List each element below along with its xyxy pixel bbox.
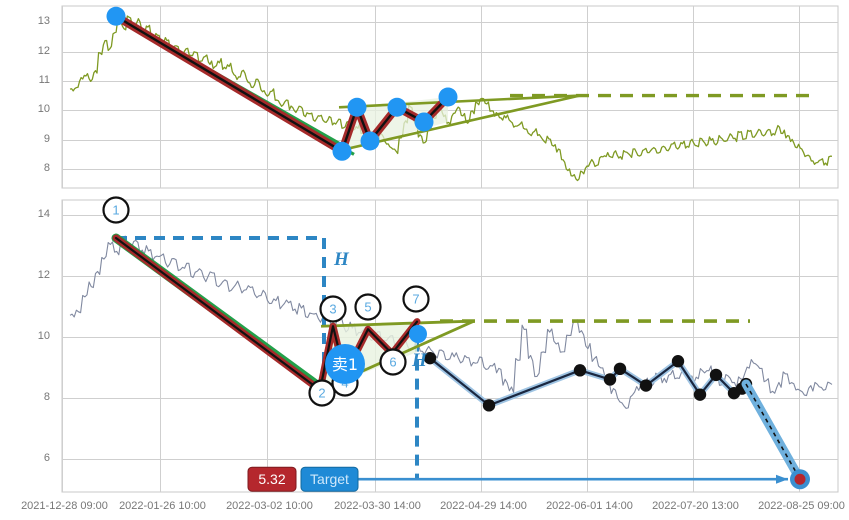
y-axis-tick: 12 xyxy=(37,268,50,281)
annotation-circle-2[interactable] xyxy=(308,379,336,407)
target-badge-label: Target xyxy=(310,471,349,487)
zigzag-marker-upper[interactable] xyxy=(106,6,126,26)
h-measure-label: H xyxy=(411,350,428,371)
annotation-circle-label: 3 xyxy=(329,302,336,317)
x-axis-tick: 2022-06-01 14:00 xyxy=(546,500,633,512)
target-badge[interactable] xyxy=(300,466,359,492)
pattern-breakout-marker[interactable] xyxy=(409,325,427,343)
y-axis-tick: 12 xyxy=(37,44,50,57)
zigzag-marker-upper[interactable] xyxy=(360,131,380,151)
projection-dashed-core xyxy=(745,383,801,480)
swing-dot[interactable] xyxy=(613,362,627,376)
target-marker-inner xyxy=(794,473,806,485)
x-axis-tick: 2022-08-25 09:00 xyxy=(758,500,845,512)
zigzag-marker-upper[interactable] xyxy=(414,112,434,132)
annotation-circle-label: 1 xyxy=(112,203,119,218)
zigzag-marker-upper[interactable] xyxy=(387,97,407,117)
zigzag-marker-upper[interactable] xyxy=(332,141,352,161)
annotation-circle-label: 5 xyxy=(364,300,371,315)
panel-frame xyxy=(61,199,839,493)
y-axis-tick: 8 xyxy=(43,161,50,174)
swing-dot[interactable] xyxy=(671,355,685,368)
annotation-circle-5[interactable] xyxy=(354,293,382,321)
sell-signal-marker[interactable] xyxy=(325,344,365,384)
x-axis-tick: 2022-01-26 10:00 xyxy=(119,500,206,512)
swing-dot[interactable] xyxy=(639,379,653,392)
x-axis-tick: 2022-03-02 10:00 xyxy=(226,500,313,512)
annotation-circle-label: 7 xyxy=(412,292,419,307)
swing-dot[interactable] xyxy=(693,388,707,401)
swing-dot[interactable] xyxy=(603,373,617,386)
swing-dot[interactable] xyxy=(573,364,587,377)
h-measure-label: H xyxy=(333,249,350,270)
y-axis-tick: 10 xyxy=(37,329,50,342)
swing-dot[interactable] xyxy=(709,368,723,382)
price-badge[interactable] xyxy=(247,466,297,492)
x-axis-tick: 2022-03-30 14:00 xyxy=(334,500,421,512)
wedge-upper-line xyxy=(338,94,581,109)
annotation-circle-3[interactable] xyxy=(319,295,347,323)
price-line-lower xyxy=(69,235,833,409)
swing-dot[interactable] xyxy=(482,399,496,412)
sell-signal-label: 卖1 xyxy=(332,355,358,374)
zigzag-marker-upper[interactable] xyxy=(347,97,367,117)
swing-dot[interactable] xyxy=(423,351,437,365)
annotation-circle-label: 2 xyxy=(318,386,325,401)
x-axis-tick: 2022-04-29 14:00 xyxy=(440,500,527,512)
annotation-circle-label: 6 xyxy=(389,355,396,370)
target-arrow-head xyxy=(776,474,788,484)
y-axis-tick: 8 xyxy=(43,390,50,403)
price-badge-label: 5.32 xyxy=(258,471,285,487)
y-axis-tick: 11 xyxy=(38,73,50,86)
zigzag-marker-upper[interactable] xyxy=(438,87,458,107)
annotation-circle-6[interactable] xyxy=(379,348,407,376)
price-line-upper xyxy=(69,15,833,182)
annotation-circle-1[interactable] xyxy=(102,196,130,224)
x-axis-tick: 2022-07-20 13:00 xyxy=(652,500,739,512)
y-axis-tick: 14 xyxy=(37,207,50,220)
y-axis-tick: 6 xyxy=(43,451,50,464)
y-axis-tick: 9 xyxy=(43,132,50,145)
annotation-circle-7[interactable] xyxy=(402,285,430,313)
x-axis-tick: 2021-12-28 09:00 xyxy=(21,500,108,512)
y-axis-tick: 10 xyxy=(37,102,50,115)
y-axis-tick: 13 xyxy=(37,14,50,27)
